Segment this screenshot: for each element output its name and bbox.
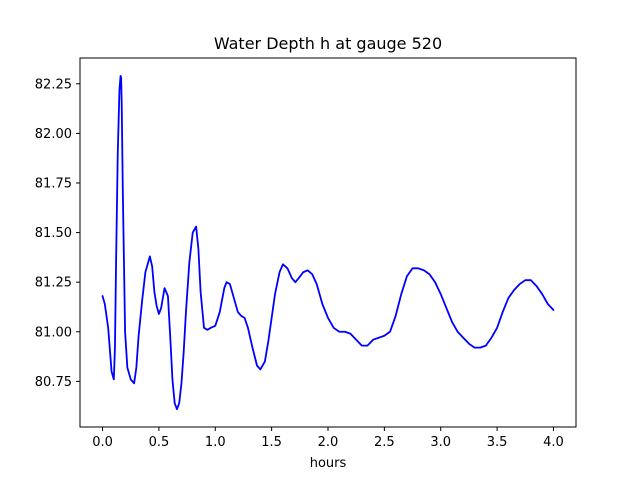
- y-tick-label: 81.25: [35, 276, 72, 291]
- x-tick-label: 0.5: [149, 435, 170, 450]
- y-tick-label: 81.75: [35, 176, 72, 191]
- axes-ticks: 0.0 0.5 1.0 1.5 2.0 2.5 3.0 3.5 4.0 80.75 81.00 81.…: [35, 77, 564, 450]
- y-tick-label: 82.00: [35, 127, 72, 142]
- x-tick-label: 3.5: [487, 435, 508, 450]
- x-tick-label: 2.5: [374, 435, 395, 450]
- x-tick-label: 1.5: [261, 435, 282, 450]
- y-tick-label: 82.25: [35, 77, 72, 92]
- x-tick-label: 3.0: [430, 435, 451, 450]
- y-tick-label: 81.00: [35, 325, 72, 340]
- y-tick-label: 81.50: [35, 226, 72, 241]
- chart-title: Water Depth h at gauge 520: [214, 34, 442, 53]
- y-tick-label: 80.75: [35, 375, 72, 390]
- x-tick-label: 2.0: [318, 435, 339, 450]
- x-tick-label: 0.0: [92, 435, 113, 450]
- series-line-0: [101, 74, 555, 411]
- x-axis-label: hours: [310, 456, 347, 471]
- x-tick-label: 1.0: [205, 435, 226, 450]
- plot-frame: [79, 57, 577, 428]
- x-tick-label: 4.0: [543, 435, 564, 450]
- plot-area: [79, 57, 577, 428]
